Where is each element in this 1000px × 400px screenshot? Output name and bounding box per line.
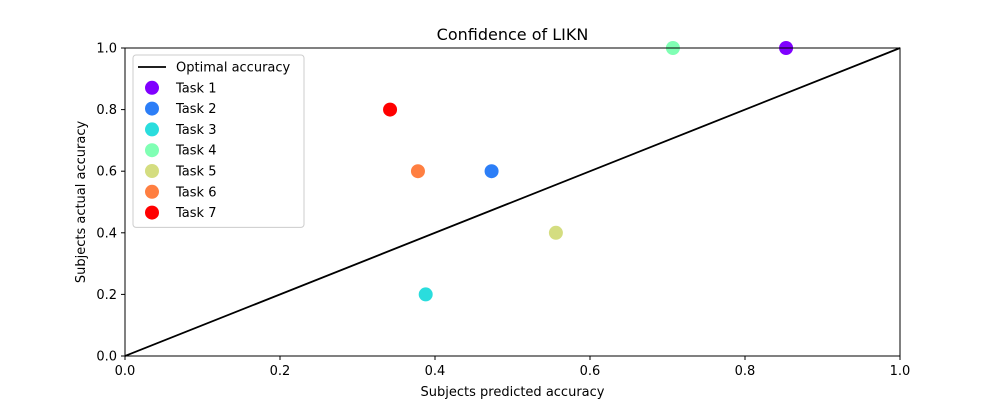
legend-marker	[145, 205, 159, 220]
x-tick-label: 0.8	[735, 364, 756, 379]
point-task-3	[418, 287, 433, 302]
x-tick-label: 0.2	[270, 364, 291, 379]
y-tick-label: 0.0	[96, 350, 117, 365]
point-task-7	[383, 102, 398, 117]
chart-title: Confidence of LIKN	[437, 25, 589, 44]
axes-frame	[124, 47, 901, 357]
axes: 0.0 0.2 0.4 0.6 0.8 1.0 0.0 0.2 0.4 0.6 0.8 1.0	[96, 42, 910, 380]
legend-marker	[145, 122, 159, 137]
legend: Optimal accuracy Task 1 Task 2 Task 3 Task 4…	[132, 54, 305, 228]
x-tick-label: 0.0	[115, 364, 136, 379]
data-points	[383, 41, 794, 302]
legend-box	[132, 54, 305, 228]
y-axis-label: Subjects actual accuracy	[74, 121, 89, 284]
legend-marker	[145, 143, 159, 158]
legend-label: Task 5	[175, 165, 216, 180]
optimal-accuracy-line	[124, 47, 901, 357]
legend-marker	[145, 101, 159, 116]
legend-marker	[145, 164, 159, 178]
y-tick-label: 0.2	[96, 288, 117, 303]
legend-label: Task 3	[175, 123, 216, 138]
legend-label: Task 1	[175, 81, 216, 96]
legend-label: Optimal accuracy	[176, 61, 291, 76]
y-tick-label: 0.8	[96, 103, 117, 118]
x-tick-label: 0.4	[425, 364, 446, 379]
y-tick-label: 1.0	[96, 42, 117, 57]
point-task-2	[484, 164, 499, 179]
reference-line-group	[124, 47, 901, 357]
y-tick-label: 0.4	[96, 226, 117, 241]
x-tick-label: 0.6	[580, 364, 601, 379]
legend-label: Task 7	[175, 206, 216, 221]
legend-label: Task 2	[175, 102, 216, 117]
legend-label: Task 4	[175, 144, 216, 159]
y-tick-label: 0.6	[96, 165, 117, 180]
x-tick-label: 1.0	[890, 364, 911, 379]
x-axis-label: Subjects predicted accuracy	[421, 385, 605, 400]
point-task-6	[410, 164, 425, 179]
legend-label: Task 6	[175, 185, 216, 200]
legend-marker	[145, 184, 159, 199]
point-task-5	[548, 225, 563, 240]
legend-marker	[145, 80, 159, 95]
